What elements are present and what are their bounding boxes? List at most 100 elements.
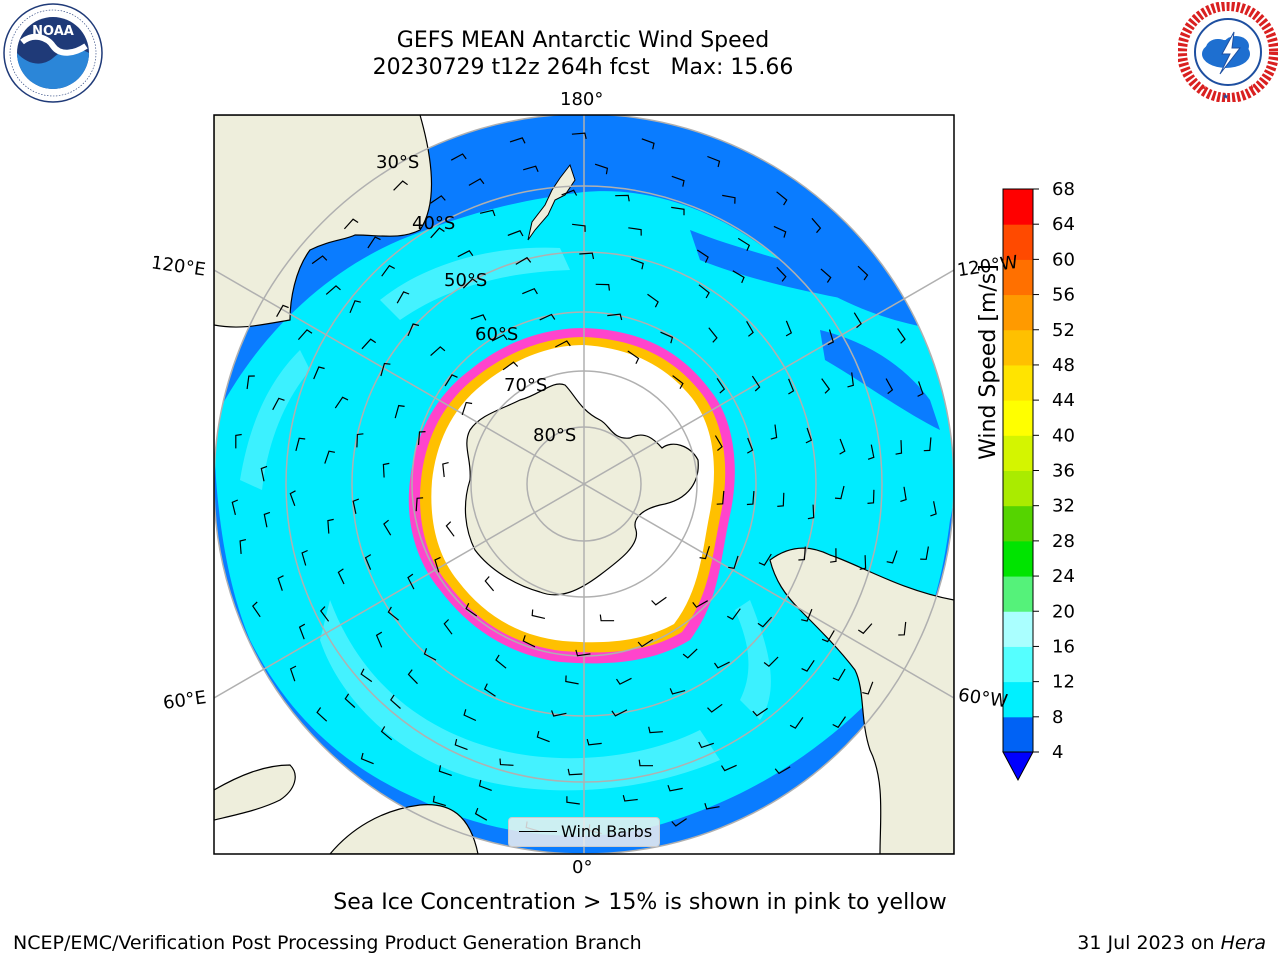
wind-barb xyxy=(566,796,580,805)
wind-barb xyxy=(785,320,793,337)
wind-barb xyxy=(491,334,508,342)
wind-barb xyxy=(470,314,487,321)
colorbar-under-arrow xyxy=(1002,751,1034,782)
lon-label-0: 0° xyxy=(572,857,593,878)
colorbar-tick-label: 32 xyxy=(1052,496,1075,517)
wind-barb xyxy=(444,374,458,387)
wind-barb xyxy=(722,194,736,204)
colorbar-tick-label: 44 xyxy=(1052,390,1075,411)
wind-barb xyxy=(834,485,845,500)
colorbar-segment xyxy=(1003,505,1033,542)
wind-barb xyxy=(515,256,532,265)
wind-barb xyxy=(763,656,779,667)
wind-barb xyxy=(579,252,595,260)
wind-barb xyxy=(821,378,831,394)
wind-barb xyxy=(551,710,567,717)
wind-barb xyxy=(920,546,929,560)
wind-barb xyxy=(572,223,586,232)
noaa-logo: NOAA xyxy=(3,3,103,103)
wind-barb xyxy=(900,486,907,502)
wind-barb xyxy=(660,331,674,344)
wind-barb xyxy=(820,268,832,283)
wind-barb xyxy=(462,278,478,289)
lat-label-30s: 30°S xyxy=(376,152,420,173)
wind-barb xyxy=(461,401,473,416)
colorbar-segment xyxy=(1003,364,1033,401)
wind-barbs xyxy=(231,132,937,835)
wind-barb xyxy=(313,366,325,380)
wind-barb xyxy=(714,661,730,669)
wind-barb xyxy=(567,768,583,776)
wind-barb xyxy=(509,137,526,144)
wind-barb xyxy=(381,264,395,277)
wind-barb xyxy=(853,312,862,329)
wind-barb xyxy=(758,553,772,566)
wind-barb xyxy=(430,346,446,357)
legend-line-swatch xyxy=(519,831,557,832)
wind-barb xyxy=(260,465,268,482)
wind-barb xyxy=(407,669,418,685)
wind-barb xyxy=(327,518,334,534)
wind-barb xyxy=(801,608,813,622)
nws-logo: ★ ★ ★ xyxy=(1178,2,1278,102)
wind-barb xyxy=(272,397,285,411)
lat-label-40s: 40°S xyxy=(412,213,456,234)
madagascar xyxy=(214,764,296,821)
wind-barb xyxy=(349,300,361,314)
colorbar-tick-label: 36 xyxy=(1052,461,1075,482)
wind-barb xyxy=(798,546,806,561)
wind-barb xyxy=(364,554,372,570)
wind-barb xyxy=(607,313,623,321)
wind-barb xyxy=(707,703,723,713)
wind-barb xyxy=(867,444,875,460)
wind-barb xyxy=(630,258,644,270)
colorbar-tick-label: 56 xyxy=(1052,285,1075,306)
colorbar-tick-label: 16 xyxy=(1052,636,1075,657)
wind-barb xyxy=(382,462,390,478)
wind-barb xyxy=(832,716,846,729)
wind-barb xyxy=(886,550,898,564)
colorbar-segment xyxy=(1003,189,1033,225)
colorbar-segment xyxy=(1003,400,1033,436)
wind-barb xyxy=(295,437,306,452)
wind-barb xyxy=(751,375,761,392)
wind-barb xyxy=(356,433,364,448)
colorbar-tick-label: 48 xyxy=(1052,355,1075,376)
wind-barb xyxy=(747,437,754,454)
wind-barb xyxy=(383,519,392,536)
wind-barb xyxy=(344,693,356,708)
noaa-logo-text: NOAA xyxy=(32,24,74,39)
wind-barb xyxy=(575,649,591,657)
wind-barb xyxy=(671,175,685,187)
wind-barb xyxy=(320,606,330,622)
wind-barb xyxy=(647,293,659,308)
wind-barb xyxy=(773,225,787,238)
wind-barb xyxy=(434,556,441,573)
wind-barb xyxy=(407,323,420,337)
wind-barb xyxy=(594,163,609,175)
wind-barb xyxy=(616,677,632,685)
wind-barb xyxy=(360,668,373,683)
wind-barb xyxy=(387,606,399,621)
antarctica xyxy=(464,383,699,596)
wind-barb xyxy=(897,328,906,344)
wind-barb xyxy=(438,765,452,776)
wind-barb xyxy=(450,153,467,161)
footer-credit: NCEP/EMC/Verification Post Processing Pr… xyxy=(13,932,642,954)
wind-barb xyxy=(457,250,474,258)
wind-barb xyxy=(536,730,550,743)
map-frame xyxy=(213,114,955,855)
colorbar-tick-label: 8 xyxy=(1052,707,1063,728)
wind-barb xyxy=(867,489,875,504)
wind-barb xyxy=(442,462,449,478)
wind-barb xyxy=(301,549,308,566)
wind-barb xyxy=(917,381,924,397)
wind-barb xyxy=(720,764,737,772)
colorbar-segment xyxy=(1003,681,1033,718)
wind-barb xyxy=(522,287,538,295)
wind-barb xyxy=(289,490,296,507)
wind-barb xyxy=(263,511,271,528)
wind-barb xyxy=(923,437,932,452)
wind-barb xyxy=(595,283,610,291)
